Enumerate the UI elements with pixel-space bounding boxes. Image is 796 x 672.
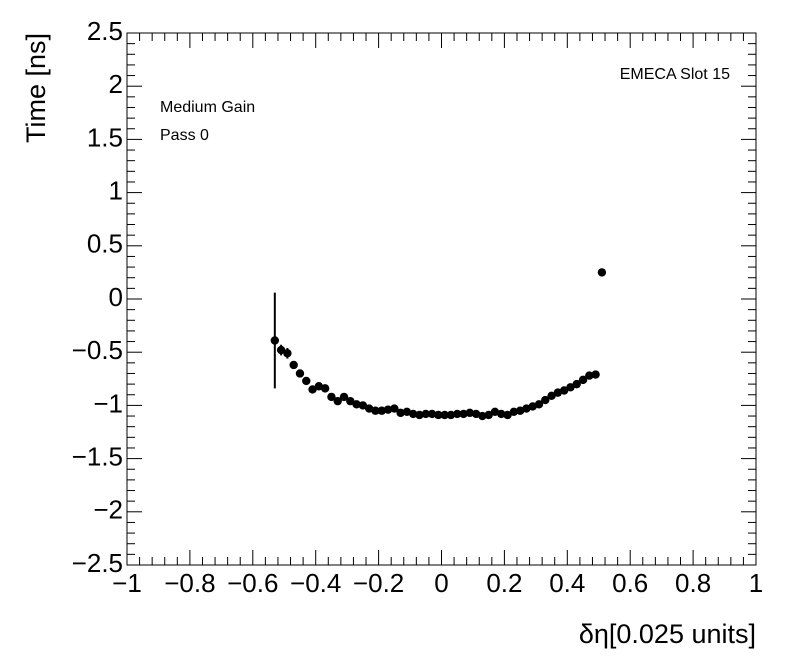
x-tick-label: 0.2 — [486, 568, 522, 598]
y-tick-label: 2.5 — [87, 16, 123, 46]
data-point — [421, 409, 430, 419]
data-point — [295, 369, 305, 378]
data-point — [415, 410, 424, 420]
data-point — [283, 349, 292, 358]
x-tick-label: 0.6 — [612, 568, 648, 598]
data-point — [534, 400, 544, 409]
x-tick-label: 0 — [434, 568, 448, 598]
data-point — [566, 383, 575, 392]
y-tick-label: 1.5 — [87, 122, 123, 152]
data-point — [427, 409, 437, 419]
y-tick-label: −0.5 — [72, 335, 123, 365]
data-point — [358, 401, 368, 410]
y-axis-title: Time [ns] — [21, 33, 51, 143]
data-point — [383, 405, 393, 414]
data-point — [308, 385, 317, 394]
data-point — [302, 376, 311, 386]
y-tick-label: −1 — [93, 388, 123, 418]
y-tick-label: −1.5 — [72, 441, 123, 471]
data-point — [289, 360, 298, 370]
data-point — [484, 410, 493, 420]
data-point — [446, 410, 456, 420]
data-point — [346, 396, 355, 406]
data-point — [547, 391, 556, 401]
data-point — [585, 371, 594, 380]
data-point — [327, 392, 336, 402]
x-tick-label: −0.4 — [290, 568, 341, 598]
data-point — [408, 409, 418, 419]
data-point — [578, 375, 588, 385]
data-point — [572, 379, 581, 389]
data-point — [377, 406, 386, 415]
x-tick-label: −0.8 — [164, 568, 215, 598]
data-point — [333, 396, 342, 406]
data-point — [459, 409, 468, 419]
x-tick-label: 0.8 — [675, 568, 711, 598]
annotation: Pass 0 — [160, 127, 209, 144]
data-point — [509, 407, 519, 416]
data-point — [339, 392, 349, 402]
x-tick-label: −0.6 — [227, 568, 278, 598]
data-point — [434, 410, 443, 420]
y-tick-label: 1 — [109, 175, 123, 205]
data-point — [440, 410, 449, 420]
data-point — [453, 409, 462, 419]
data-point — [276, 345, 286, 355]
annotation: EMECA Slot 15 — [620, 66, 730, 83]
y-tick-label: 2 — [109, 69, 123, 99]
data-point — [541, 395, 550, 405]
x-axis-title: δη[0.025 units] — [579, 619, 756, 649]
data-point — [465, 408, 475, 418]
data-point — [497, 409, 506, 419]
data-point — [390, 404, 399, 413]
x-tick-label: −1 — [112, 568, 142, 598]
data-point — [371, 406, 380, 415]
y-tick-label: 0.5 — [87, 229, 123, 259]
data-point — [591, 370, 600, 379]
y-tick-label: −2 — [93, 495, 123, 525]
y-tick-label: 0 — [109, 282, 123, 312]
data-point — [597, 268, 607, 277]
data-point — [396, 408, 405, 418]
x-tick-label: −0.2 — [353, 568, 404, 598]
data-point — [478, 411, 487, 421]
x-tick-label: 0.4 — [549, 568, 585, 598]
data-point — [352, 400, 361, 409]
y-tick-label: −2.5 — [72, 548, 123, 578]
data-point — [503, 410, 512, 420]
data-point — [320, 384, 330, 393]
annotation: Medium Gain — [160, 99, 255, 116]
x-tick-label: 1 — [749, 568, 763, 598]
data-point — [559, 386, 569, 395]
data-point — [270, 336, 280, 345]
